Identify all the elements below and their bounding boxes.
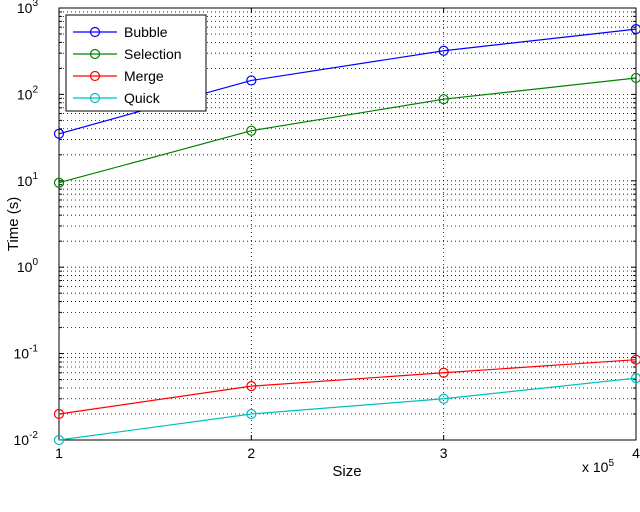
data-point-quick bbox=[246, 408, 257, 420]
series-line-merge bbox=[58, 359, 637, 415]
axis-ticks bbox=[58, 8, 637, 440]
data-point-bubble bbox=[53, 128, 65, 139]
data-point-quick bbox=[438, 393, 449, 404]
data-point-selection bbox=[630, 72, 640, 84]
data-point-merge bbox=[246, 381, 257, 392]
legend-marker-quick bbox=[89, 92, 101, 104]
data-point-merge bbox=[53, 408, 65, 420]
y-tick-label: 101 bbox=[17, 171, 39, 189]
plot-frame bbox=[58, 7, 637, 441]
y-tick-label: 10-2 bbox=[14, 430, 39, 448]
legend-label-merge: Merge bbox=[124, 68, 164, 84]
y-tick-label: 102 bbox=[17, 84, 39, 102]
data-point-bubble bbox=[246, 75, 257, 86]
series-layer bbox=[53, 23, 640, 446]
series-merge bbox=[53, 354, 640, 420]
data-point-bubble bbox=[630, 23, 640, 35]
series-selection bbox=[53, 72, 640, 188]
y-axis-label: Time (s) bbox=[5, 197, 22, 251]
series-line-quick bbox=[58, 377, 637, 441]
tick-labels: 1 2 3 4 10-2 10-1 100 101 102 103 bbox=[14, 0, 640, 461]
legend-marker-merge bbox=[89, 70, 101, 82]
legend-label-quick: Quick bbox=[124, 90, 161, 106]
data-point-selection bbox=[246, 125, 257, 136]
legend-label-bubble: Bubble bbox=[124, 24, 168, 40]
data-point-merge bbox=[438, 367, 449, 378]
series-quick bbox=[53, 373, 640, 446]
data-point-bubble bbox=[438, 45, 449, 56]
x-tick-label: 2 bbox=[247, 445, 255, 461]
y-tick-label: 100 bbox=[17, 257, 39, 275]
data-point-quick bbox=[53, 434, 65, 446]
y-tick-label: 103 bbox=[17, 0, 39, 16]
x-tick-label: 1 bbox=[55, 445, 63, 461]
legend-box bbox=[65, 14, 207, 112]
legend: Bubble Selection Merge Quick bbox=[65, 14, 207, 112]
legend-label-selection: Selection bbox=[124, 46, 182, 62]
y-tick-label: 10-1 bbox=[14, 344, 39, 362]
x-tick-label: 4 bbox=[632, 445, 640, 461]
legend-marker-selection bbox=[89, 48, 101, 60]
data-point-merge bbox=[630, 354, 640, 365]
x-tick-label: 3 bbox=[440, 445, 448, 461]
legend-marker-bubble bbox=[89, 26, 101, 38]
data-point-quick bbox=[630, 373, 640, 384]
x-multiplier-base: x 10 bbox=[582, 459, 609, 475]
x-axis-label: Size bbox=[332, 463, 361, 480]
data-point-selection bbox=[438, 94, 449, 105]
x-multiplier-exponent: 5 bbox=[608, 458, 614, 469]
data-point-selection bbox=[53, 177, 65, 188]
series-line-selection bbox=[58, 77, 637, 184]
x-multiplier: x 105 bbox=[582, 458, 614, 475]
grid bbox=[59, 8, 636, 440]
